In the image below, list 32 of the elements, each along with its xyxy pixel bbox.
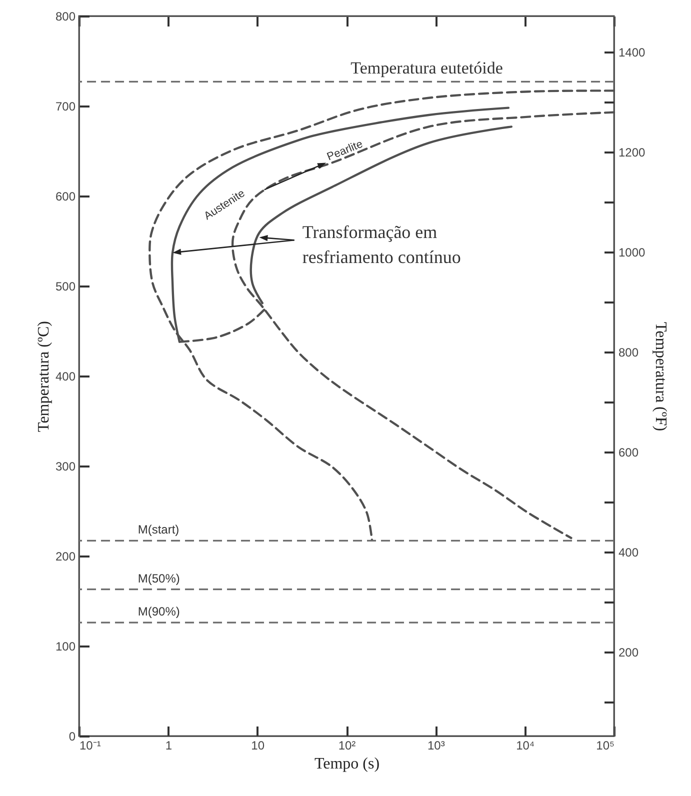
x-tick-label: 10⁴ [516, 738, 535, 752]
y2-tick-label: 200 [618, 646, 639, 660]
x-tick-label: 1 [165, 738, 172, 752]
y-tick-label: 0 [68, 730, 76, 744]
y2-tick-label: 1000 [618, 246, 646, 260]
ref-line-label: M(90%) [138, 604, 180, 619]
ref-line-label: Temperatura eutetóide [350, 58, 503, 78]
y-tick-label: 800 [55, 10, 76, 24]
x-tick-label: 10² [338, 738, 356, 752]
y-axis-title: Temperatura (ºC) [35, 321, 52, 432]
ref-line-label: M(50%) [138, 571, 180, 586]
y-tick-label: 500 [55, 280, 76, 294]
y-tick-label: 700 [55, 100, 76, 114]
y2-axis-title: Temperatura (ºF) [652, 322, 670, 432]
x-tick-label: 10 [251, 738, 265, 752]
y2-tick-label: 600 [618, 446, 639, 460]
ref-line-label: M(start) [138, 522, 180, 537]
annotation: Transformação em resfriamento contínuo [302, 222, 461, 267]
y2-tick-label: 1200 [618, 146, 646, 160]
x-axis-title: Tempo (s) [314, 756, 380, 772]
y-tick-label: 600 [55, 190, 76, 204]
y-tick-label: 300 [55, 460, 76, 474]
x-tick-label: 10⁵ [596, 738, 615, 752]
y-tick-label: 100 [55, 640, 76, 654]
y-tick-label: 400 [55, 370, 76, 384]
y2-tick-label: 1400 [618, 46, 646, 60]
y2-tick-label: 800 [618, 346, 639, 360]
y2-tick-label: 400 [618, 546, 639, 560]
annotation: Pearlite [325, 138, 365, 164]
y-tick-label: 200 [55, 550, 76, 564]
x-tick-label: 10⁻¹ [80, 738, 101, 752]
x-tick-label: 10³ [427, 738, 445, 752]
